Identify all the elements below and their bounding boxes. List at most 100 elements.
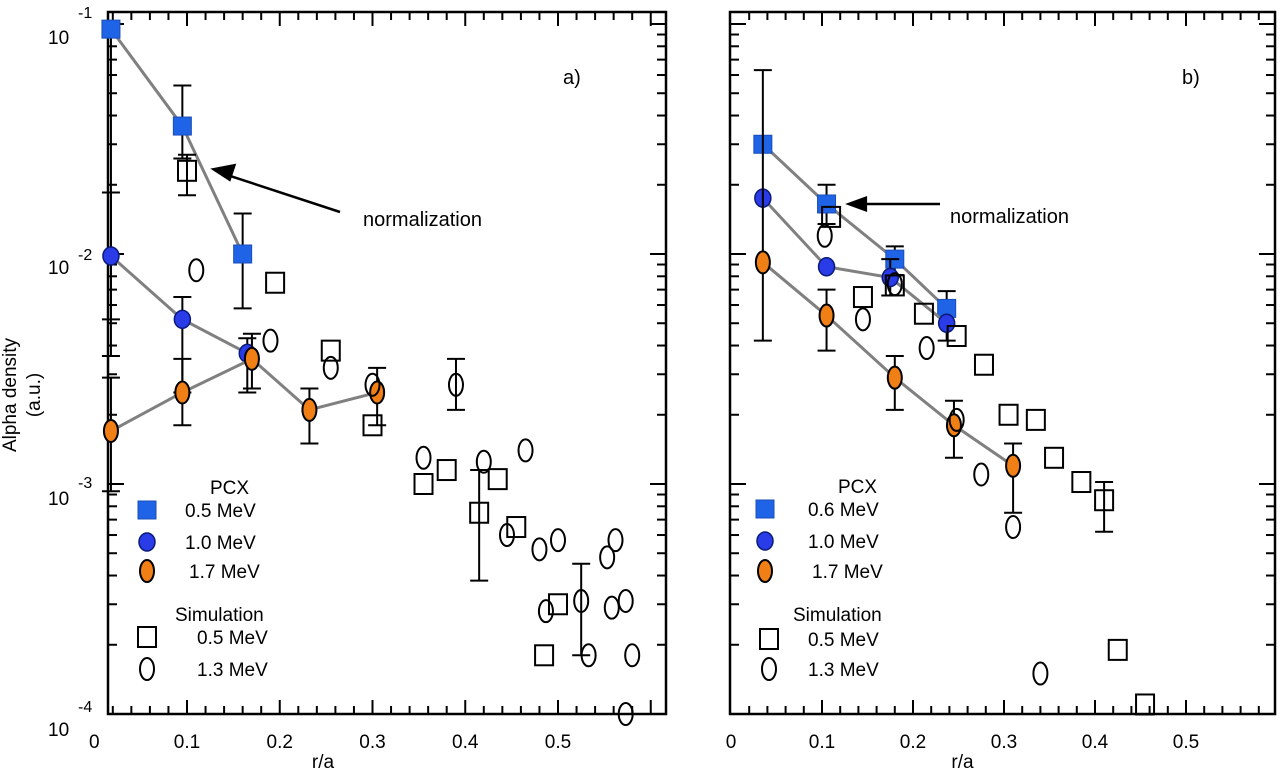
data-point (580, 643, 597, 668)
x-tick-label: 0.1 (174, 732, 200, 753)
data-point (973, 462, 990, 487)
data-point (573, 588, 590, 613)
data-point (913, 302, 934, 325)
data-point (1005, 515, 1022, 540)
y-tick-exponent: -3 (78, 475, 92, 492)
data-point (886, 365, 903, 390)
y-tick-exponent: -2 (78, 247, 92, 264)
annotation-text: normalization (363, 209, 482, 231)
y-tick-label: 10 (48, 258, 69, 279)
series-line (109, 28, 245, 255)
x-tick-label: 0.5 (545, 732, 571, 753)
data-point (102, 246, 120, 266)
data-point (617, 702, 634, 726)
legend-label: 0.6 MeV (808, 500, 879, 521)
annotation-arrowhead (210, 163, 237, 182)
data-point (886, 272, 903, 297)
data-point (1107, 638, 1128, 661)
data-point (301, 397, 318, 422)
series-simulation-4 (816, 223, 1049, 686)
series-line (761, 143, 948, 310)
series-line (109, 254, 248, 355)
data-point (821, 205, 842, 228)
legend-label: 1.3 MeV (197, 660, 268, 681)
data-point (548, 593, 568, 616)
annotation-text: normalization (950, 206, 1069, 228)
data-point (754, 250, 771, 275)
data-point (854, 307, 871, 332)
data-point (537, 599, 554, 624)
legend-marker (137, 500, 157, 520)
x-tick-label: 0.2 (900, 732, 926, 753)
x-tick-label: 0.1 (809, 732, 835, 753)
y-tick-exponent: -1 (78, 5, 92, 22)
data-point (506, 516, 527, 539)
legend-marker (137, 626, 157, 648)
data-point (364, 372, 381, 397)
data-point (599, 545, 616, 570)
legend-marker (139, 559, 155, 583)
data-point (233, 244, 253, 264)
data-point (816, 223, 833, 248)
legend-marker (138, 532, 156, 552)
data-point (102, 418, 119, 443)
x-tick-label: 0.4 (1082, 732, 1109, 753)
annotation-arrow (225, 173, 341, 214)
series-line (761, 197, 948, 325)
data-point (172, 116, 192, 136)
legend-marker (759, 628, 779, 650)
data-point (262, 328, 279, 353)
data-point (603, 595, 620, 620)
x-tick-label: 0.5 (1173, 732, 1199, 753)
data-point (948, 407, 965, 432)
legend-label: 1.3 MeV (808, 660, 879, 681)
legend-label: 0.5 MeV (185, 501, 256, 522)
legend-marker (757, 559, 773, 583)
data-point (1032, 661, 1049, 686)
legend-marker (755, 499, 775, 519)
data-point (1025, 408, 1046, 431)
y-axis-units: (a.u.) (24, 373, 45, 417)
legend-label: 1.7 MeV (189, 562, 260, 583)
legend-title-simulation: Simulation (175, 605, 264, 626)
data-point (475, 449, 492, 474)
x-tick-label: 0.4 (452, 732, 479, 753)
series-pcx-0 (753, 134, 957, 342)
data-point (498, 523, 515, 548)
legend-marker (139, 657, 155, 681)
data-point (817, 257, 836, 277)
y-tick-label: 10 (48, 489, 69, 510)
series-simulation-3 (821, 205, 1156, 716)
data-point (617, 588, 634, 613)
data-point (607, 528, 624, 553)
data-point (413, 473, 434, 495)
x-tick-label: 0 (726, 732, 737, 753)
x-axis-label: r/a (951, 752, 974, 772)
data-point (469, 501, 490, 524)
data-point (243, 346, 260, 371)
x-tick-label: 0.3 (359, 732, 385, 753)
y-tick-label: 10 (48, 28, 69, 49)
series-pcx-1 (754, 188, 956, 333)
legend-title-simulation: Simulation (793, 605, 882, 626)
legend-label: 0.5 MeV (808, 630, 879, 651)
x-tick-label: 0 (89, 732, 100, 753)
data-point (487, 468, 508, 491)
x-tick-label: 0.3 (991, 732, 1017, 753)
panel-label: b) (1182, 67, 1200, 89)
data-point (101, 19, 121, 39)
legend-title-pcx: PCX (838, 477, 877, 498)
data-point (918, 336, 935, 361)
series-pcx-2 (753, 69, 1023, 514)
data-point (362, 414, 383, 437)
data-point (188, 258, 205, 283)
data-point (852, 286, 873, 309)
data-point (973, 353, 994, 376)
legend-label: 1.0 MeV (185, 533, 256, 554)
data-point (534, 644, 555, 667)
data-point (946, 325, 967, 348)
panel-label: a) (563, 67, 581, 89)
